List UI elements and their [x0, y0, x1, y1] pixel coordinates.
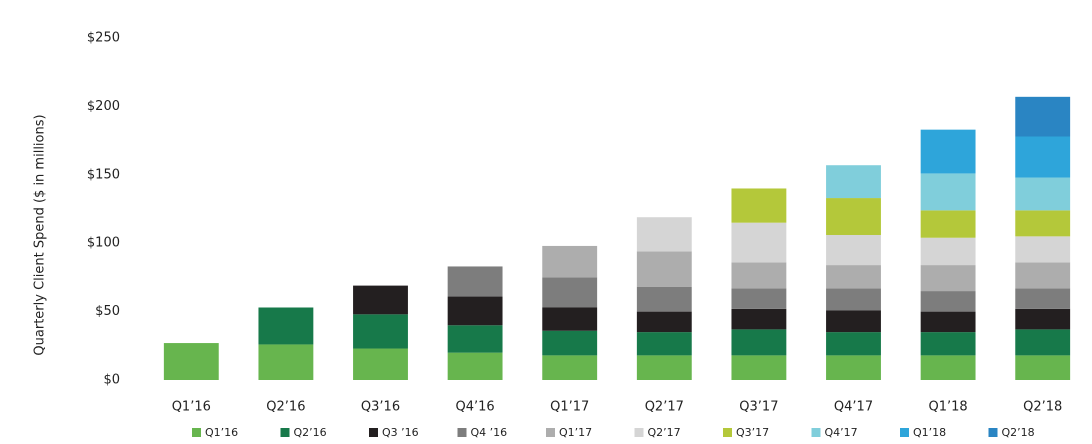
legend-label: Q3 ’16: [382, 426, 419, 439]
bar-segment: [920, 291, 976, 312]
bar-segment: [636, 286, 692, 312]
x-tick-label: Q2’17: [645, 400, 684, 415]
bar-segment: [258, 307, 314, 345]
bar-segment: [636, 311, 692, 333]
bar-segment: [258, 344, 314, 380]
legend-swatch: [369, 428, 378, 437]
bar-segment: [731, 329, 787, 356]
y-tick-label: $250: [87, 31, 120, 46]
bar-segment: [542, 330, 598, 356]
bar-segment: [826, 165, 881, 199]
bar-segment: [1015, 288, 1071, 309]
legend-swatch: [634, 428, 644, 437]
bar-segment: [731, 355, 787, 380]
bar-segment: [920, 237, 976, 266]
bar-segment: [1015, 236, 1071, 263]
y-tick-label: $50: [95, 304, 120, 319]
legend-swatch: [811, 428, 821, 437]
legend-label: Q1’17: [559, 426, 592, 439]
y-axis-label: Quarterly Client Spend ($ in millions): [33, 114, 48, 355]
bar-segment: [542, 355, 598, 380]
legend-swatch: [546, 428, 555, 437]
y-tick-label: $150: [87, 167, 120, 182]
bar-segment: [920, 129, 976, 174]
bar-segment: [1015, 308, 1071, 330]
legend-label: Q1’18: [913, 426, 946, 439]
bar-segment: [636, 332, 692, 356]
bar-segment: [1015, 177, 1071, 211]
bar-segment: [826, 265, 881, 289]
bar-segment: [826, 332, 881, 356]
bar-segment: [447, 352, 503, 380]
x-tick-label: Q3’17: [739, 400, 778, 415]
bar-segment: [920, 265, 976, 292]
bar-segment: [731, 308, 787, 330]
bar-segment: [731, 262, 787, 289]
bar-segment: [542, 277, 598, 308]
bar-segment: [542, 245, 598, 278]
bar-segment: [731, 188, 787, 223]
bar-segment: [920, 332, 976, 356]
y-tick-label: $100: [87, 236, 120, 251]
x-tick-label: Q4’16: [456, 400, 495, 415]
bar-segment: [447, 325, 503, 353]
legend-label: Q4’17: [825, 426, 858, 439]
bar-segment: [636, 251, 692, 287]
legend-label: Q1’16: [205, 426, 238, 439]
bar-segment: [920, 210, 976, 238]
legend-label: Q2’16: [294, 426, 327, 439]
bar-segment: [447, 266, 503, 297]
bar-segment: [731, 288, 787, 309]
legend-swatch: [900, 428, 909, 437]
bar-segment: [163, 343, 219, 380]
y-tick-label: $0: [103, 373, 120, 388]
x-tick-label: Q2’16: [266, 400, 305, 415]
bar-segment: [1015, 136, 1071, 178]
bar-segment: [1015, 96, 1071, 137]
bar-segment: [1015, 329, 1071, 356]
bar-segment: [920, 311, 976, 333]
bar-segment: [542, 307, 598, 331]
x-tick-label: Q1’16: [172, 400, 211, 415]
x-tick-label: Q1’17: [550, 400, 589, 415]
y-tick-label: $200: [87, 99, 120, 114]
bar-segment: [1015, 355, 1071, 380]
legend-swatch: [457, 428, 467, 437]
bar-segment: [826, 198, 881, 235]
bar-segment: [826, 234, 881, 266]
bar-segment: [826, 310, 881, 333]
bar-segment: [826, 355, 881, 380]
bar-segment: [447, 296, 503, 326]
legend-swatch: [988, 428, 998, 437]
bar-segment: [1015, 262, 1071, 289]
bar-segment: [353, 285, 408, 315]
bar-segment: [920, 355, 976, 380]
x-tick-label: Q4’17: [834, 400, 873, 415]
bar-segment: [636, 217, 692, 252]
bar-segment: [731, 222, 787, 263]
bar-segment: [826, 288, 881, 311]
legend-label: Q2’17: [648, 426, 681, 439]
legend-swatch: [280, 428, 290, 437]
bar-segment: [353, 314, 408, 349]
legend-label: Q2’18: [1002, 426, 1035, 439]
bar-segment: [1015, 210, 1071, 237]
bar-segment: [920, 173, 976, 211]
bar-segment: [636, 355, 692, 380]
legend-swatch: [723, 428, 732, 437]
x-tick-label: Q3’16: [361, 400, 400, 415]
x-tick-label: Q2’18: [1023, 400, 1062, 415]
legend-swatch: [192, 428, 201, 437]
x-tick-label: Q1’18: [929, 400, 968, 415]
legend-label: Q3’17: [736, 426, 769, 439]
legend-label: Q4 ’16: [471, 426, 508, 439]
bar-segment: [353, 348, 408, 380]
